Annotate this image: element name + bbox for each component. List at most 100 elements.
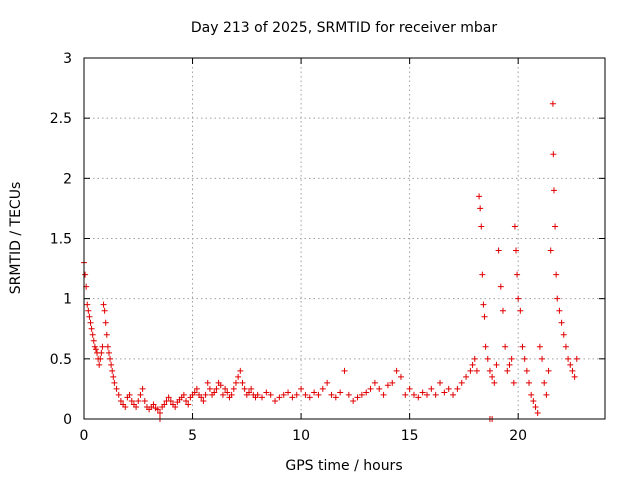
data-point bbox=[530, 397, 537, 404]
data-point bbox=[154, 406, 161, 413]
data-point bbox=[565, 355, 572, 362]
data-point bbox=[521, 355, 528, 362]
y-tick-label: 2.5 bbox=[50, 111, 72, 127]
data-point bbox=[567, 361, 574, 368]
data-point bbox=[315, 391, 322, 398]
data-point bbox=[534, 409, 541, 416]
data-point bbox=[550, 187, 557, 194]
data-point bbox=[241, 385, 248, 392]
data-point bbox=[543, 391, 550, 398]
data-point bbox=[100, 301, 107, 308]
y-tick-labels: 0 0.5 1 1.5 2 2.5 3 bbox=[50, 51, 72, 428]
data-point bbox=[363, 389, 370, 396]
data-point bbox=[560, 331, 567, 338]
data-point bbox=[107, 355, 114, 362]
data-point bbox=[341, 367, 348, 374]
data-point bbox=[389, 379, 396, 386]
grid-lines bbox=[84, 58, 605, 419]
data-point bbox=[92, 346, 99, 353]
data-point bbox=[319, 385, 326, 392]
data-point bbox=[545, 367, 552, 374]
y-axis-title: SRMTID / TECUs bbox=[8, 182, 24, 295]
data-point bbox=[491, 379, 498, 386]
data-point bbox=[259, 394, 266, 401]
data-point bbox=[458, 379, 465, 386]
data-point bbox=[285, 389, 292, 396]
data-point bbox=[328, 391, 335, 398]
data-points bbox=[81, 100, 580, 422]
data-point bbox=[135, 397, 142, 404]
data-point bbox=[222, 385, 229, 392]
x-tick-label: 15 bbox=[401, 428, 419, 444]
data-point bbox=[245, 389, 252, 396]
data-point bbox=[550, 151, 557, 158]
data-point bbox=[415, 394, 422, 401]
data-point bbox=[263, 389, 270, 396]
data-point bbox=[102, 319, 109, 326]
data-point bbox=[156, 409, 163, 416]
data-point bbox=[165, 394, 172, 401]
data-point bbox=[406, 385, 413, 392]
y-tick-label: 0 bbox=[63, 412, 72, 428]
data-point bbox=[569, 367, 576, 374]
data-point bbox=[499, 307, 506, 314]
data-point bbox=[554, 295, 561, 302]
data-point bbox=[481, 313, 488, 320]
data-point bbox=[514, 271, 521, 278]
data-point bbox=[239, 379, 246, 386]
data-point bbox=[552, 223, 559, 230]
data-point bbox=[463, 373, 470, 380]
data-point bbox=[380, 391, 387, 398]
data-point bbox=[547, 247, 554, 254]
y-tick-label: 3 bbox=[63, 51, 72, 67]
data-point bbox=[558, 319, 565, 326]
data-point bbox=[508, 355, 515, 362]
data-point bbox=[345, 391, 352, 398]
data-point bbox=[482, 343, 489, 350]
data-point bbox=[108, 361, 115, 368]
data-point bbox=[204, 379, 211, 386]
data-point bbox=[502, 343, 509, 350]
data-point bbox=[549, 100, 556, 107]
data-point bbox=[267, 391, 274, 398]
data-point bbox=[117, 397, 124, 404]
data-point bbox=[272, 397, 279, 404]
data-point bbox=[110, 373, 117, 380]
data-point bbox=[84, 301, 91, 308]
data-point bbox=[526, 379, 533, 386]
data-point bbox=[306, 394, 313, 401]
data-point bbox=[454, 385, 461, 392]
data-point bbox=[397, 373, 404, 380]
data-point bbox=[139, 385, 146, 392]
data-point bbox=[85, 307, 92, 314]
data-point bbox=[486, 367, 493, 374]
data-point bbox=[289, 394, 296, 401]
data-point bbox=[511, 223, 518, 230]
data-point bbox=[276, 394, 283, 401]
data-point bbox=[539, 355, 546, 362]
data-point bbox=[332, 394, 339, 401]
data-point bbox=[541, 379, 548, 386]
data-point bbox=[202, 391, 209, 398]
x-tick-labels: 0 5 10 15 20 bbox=[80, 428, 528, 444]
data-point bbox=[228, 391, 235, 398]
data-point bbox=[254, 391, 261, 398]
data-point bbox=[86, 313, 93, 320]
data-point bbox=[293, 391, 300, 398]
data-point bbox=[504, 367, 511, 374]
data-point bbox=[517, 307, 524, 314]
data-point bbox=[101, 307, 108, 314]
data-point bbox=[519, 343, 526, 350]
data-point bbox=[562, 343, 569, 350]
data-point bbox=[311, 389, 318, 396]
data-point bbox=[376, 385, 383, 392]
data-point bbox=[337, 389, 344, 396]
data-point bbox=[206, 385, 213, 392]
data-point bbox=[536, 343, 543, 350]
data-point bbox=[219, 391, 226, 398]
data-point bbox=[497, 283, 504, 290]
data-point bbox=[237, 367, 244, 374]
data-point bbox=[96, 361, 103, 368]
y-tick-label: 0.5 bbox=[50, 352, 72, 368]
